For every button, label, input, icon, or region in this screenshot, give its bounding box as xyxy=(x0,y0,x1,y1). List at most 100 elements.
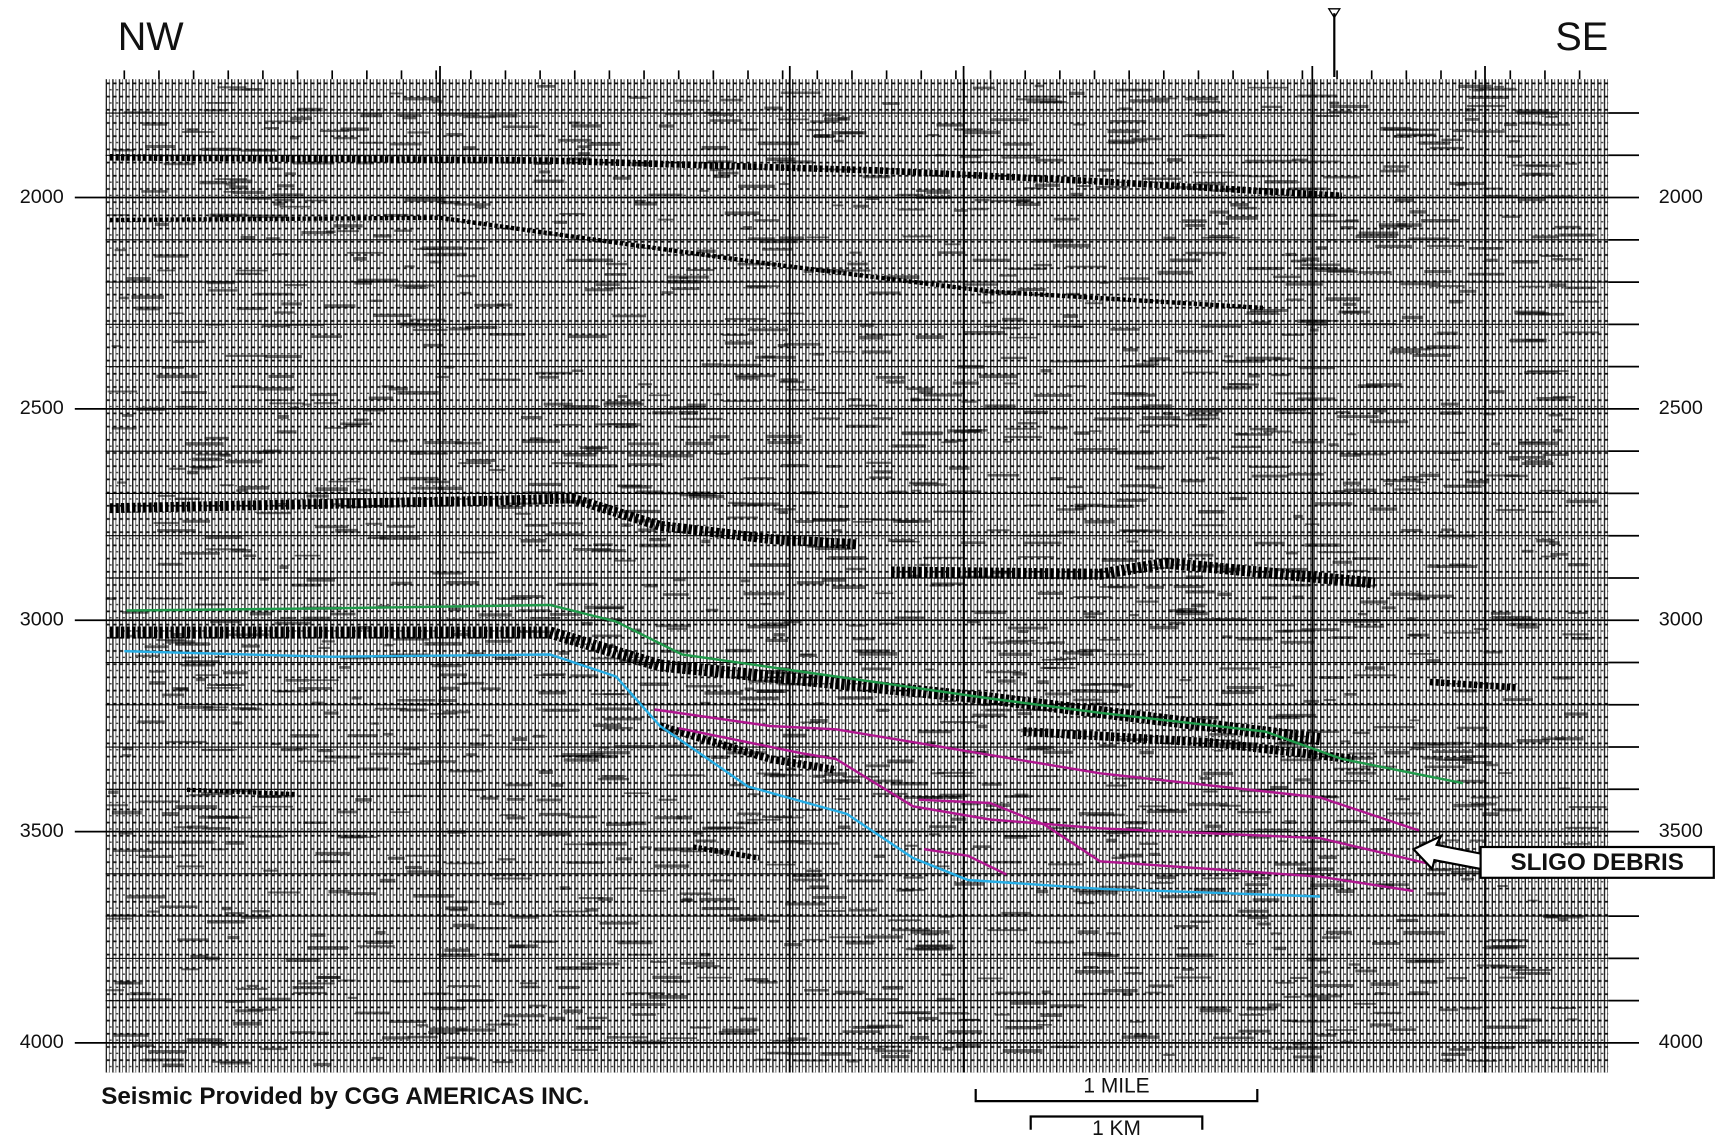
wavelet xyxy=(630,1003,666,1006)
wavelet xyxy=(410,451,423,455)
wavelet xyxy=(265,121,302,123)
wavelet xyxy=(604,717,643,720)
wavelet xyxy=(1067,385,1086,387)
wavelet xyxy=(1347,570,1368,572)
wavelet xyxy=(106,597,116,600)
depth-label-left: 2500 xyxy=(20,397,64,419)
wavelet xyxy=(1374,726,1415,728)
wavelet xyxy=(502,125,538,128)
wavelet xyxy=(1441,528,1454,531)
wavelet xyxy=(1187,554,1213,557)
wavelet xyxy=(466,753,477,756)
wavelet xyxy=(1565,287,1595,290)
wavelet xyxy=(1126,540,1138,542)
wavelet xyxy=(1056,508,1083,511)
wavelet xyxy=(1541,255,1563,257)
wavelet xyxy=(359,142,383,144)
wavelet xyxy=(969,161,1003,163)
wavelet xyxy=(1504,475,1527,478)
wavelet xyxy=(154,254,188,257)
wavelet xyxy=(1245,883,1268,886)
wavelet xyxy=(1498,772,1513,774)
wavelet xyxy=(480,797,498,800)
wavelet xyxy=(702,363,723,366)
wavelet xyxy=(1292,596,1303,600)
wavelet xyxy=(693,832,703,834)
wavelet xyxy=(1203,790,1217,792)
wavelet xyxy=(1286,283,1323,286)
wavelet xyxy=(1248,175,1274,177)
wavelet xyxy=(1510,969,1552,971)
wavelet xyxy=(1209,733,1238,736)
wavelet xyxy=(749,563,789,567)
wavelet xyxy=(1286,552,1298,555)
wavelet xyxy=(883,986,903,990)
wavelet xyxy=(736,376,759,379)
wavelet xyxy=(1548,414,1562,417)
wavelet xyxy=(493,1061,514,1063)
wavelet xyxy=(848,624,866,626)
wavelet xyxy=(1224,355,1233,357)
wavelet xyxy=(1469,96,1509,99)
wavelet xyxy=(315,852,350,856)
wavelet xyxy=(1226,216,1258,220)
wavelet xyxy=(512,737,527,741)
wavelet xyxy=(1163,1054,1175,1056)
wavelet xyxy=(1317,997,1331,1000)
wavelet xyxy=(781,464,808,467)
wavelet xyxy=(1419,474,1440,477)
wavelet xyxy=(528,483,562,486)
wavelet xyxy=(347,252,383,254)
wavelet xyxy=(1203,772,1233,775)
wavelet xyxy=(1008,268,1046,270)
wavelet xyxy=(713,174,730,178)
wavelet xyxy=(1069,92,1085,95)
wavelet xyxy=(376,931,386,935)
wavelet xyxy=(119,297,129,300)
wavelet xyxy=(628,442,659,445)
wavelet xyxy=(835,798,851,800)
wavelet xyxy=(926,192,950,194)
wavelet xyxy=(1004,835,1027,839)
wavelet xyxy=(807,236,829,238)
wavelet xyxy=(1407,634,1421,637)
wavelet xyxy=(196,674,219,676)
wavelet xyxy=(554,221,567,224)
wavelet xyxy=(174,826,193,828)
wavelet xyxy=(748,328,788,331)
wavelet xyxy=(303,821,326,823)
wavelet xyxy=(954,882,983,886)
wavelet xyxy=(165,640,195,643)
wavelet xyxy=(1437,332,1458,335)
wavelet xyxy=(1455,184,1466,186)
wavelet xyxy=(874,1050,912,1053)
wavelet xyxy=(112,345,121,347)
wavelet xyxy=(329,481,360,483)
wavelet xyxy=(1079,649,1103,652)
wavelet xyxy=(799,654,817,657)
wavelet xyxy=(485,1024,518,1026)
wavelet xyxy=(1305,543,1340,546)
wavelet xyxy=(585,908,598,911)
wavelet xyxy=(1415,960,1435,963)
wavelet xyxy=(680,899,693,902)
wavelet xyxy=(290,136,299,139)
wavelet xyxy=(1286,1046,1324,1049)
wavelet xyxy=(1441,1053,1465,1056)
wavelet xyxy=(557,583,597,586)
wavelet xyxy=(1290,977,1308,979)
wavelet xyxy=(1176,612,1207,616)
wavelet xyxy=(719,1031,755,1035)
wavelet xyxy=(649,995,688,999)
wavelet xyxy=(832,204,843,206)
wavelet xyxy=(892,444,927,447)
wavelet xyxy=(375,708,407,710)
wavelet xyxy=(1099,639,1121,641)
wavelet xyxy=(1559,233,1595,236)
wavelet xyxy=(1157,875,1176,879)
wavelet xyxy=(1311,214,1336,217)
wavelet xyxy=(626,992,665,994)
wavelet xyxy=(269,402,305,404)
wavelet xyxy=(1146,586,1164,589)
wavelet xyxy=(1080,654,1094,656)
